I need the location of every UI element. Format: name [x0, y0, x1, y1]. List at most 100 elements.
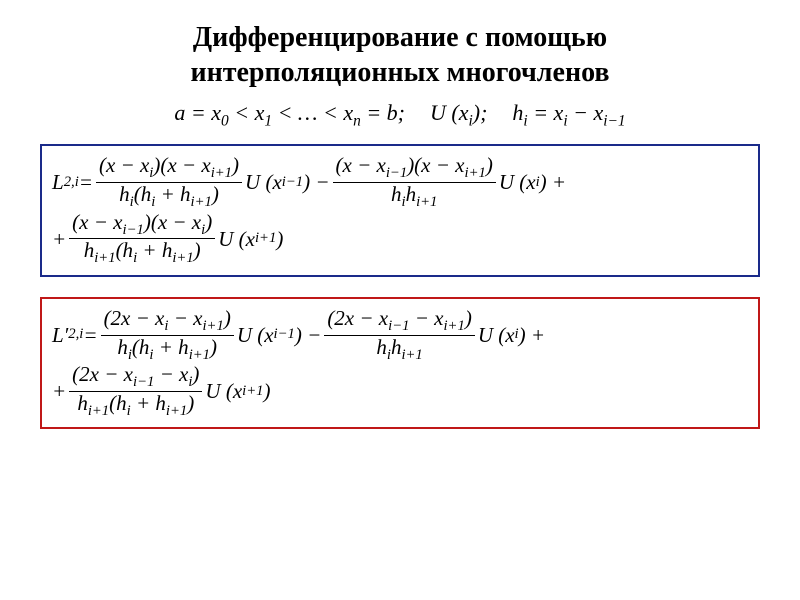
b2t2-nm: − x [409, 306, 443, 330]
b1t3-afterr: ) [276, 228, 283, 250]
b1t1-dps: i+1 [191, 194, 212, 210]
box2-lhs-sub: 2,i [68, 327, 83, 342]
b1t3-nm: )(x − x [144, 210, 201, 234]
b1-lead: + [52, 228, 66, 250]
box2-term3-frac: (2x − xi−1 − xi) hi+1(hi + hi+1) [69, 363, 202, 419]
box2-term1-frac: (2x − xi − xi+1) hi(hi + hi+1) [101, 307, 234, 363]
box1-lhs-sub: 2,i [64, 175, 79, 190]
b1t1-after: U (x [245, 171, 282, 193]
header-eq2: = x [533, 100, 563, 126]
b2t1-nr: ) [224, 306, 231, 330]
b1t1-afters: i−1 [282, 175, 303, 190]
b2t2-nms: i+1 [443, 318, 464, 334]
b1t3-dps: i+1 [172, 250, 193, 266]
title-line2: интерполяционных многочленов [190, 57, 609, 88]
box2-lhs: L′ [52, 324, 68, 346]
b1t3-nr: ) [205, 210, 212, 234]
header-sub1: 1 [264, 112, 272, 129]
page-title: Дифференцирование с помощью интерполяцио… [30, 20, 770, 90]
box2-line2: + (2x − xi−1 − xi) hi+1(hi + hi+1) U (xi… [52, 363, 748, 419]
b1t3-after: U (x [218, 228, 255, 250]
b2t2-afterr: ) + [519, 324, 545, 346]
b2t3-dp: + h [131, 391, 166, 415]
formula-box-L2: L2,i = (x − xi)(x − xi+1) hi(hi + hi+1) … [40, 144, 760, 277]
header-equation: a = x0 < x1 < … < xn = b; U (xi); hi = x… [30, 100, 770, 130]
b1t3-afters: i+1 [255, 231, 276, 246]
b1t1-afterr: ) − [303, 171, 329, 193]
b2t3-dr: ) [187, 391, 194, 415]
header-close: ); [473, 100, 488, 126]
b1t3-nl: (x − x [72, 210, 122, 234]
b1t1-nr: ) [232, 153, 239, 177]
header-xisub: i [563, 112, 567, 129]
b1t3-nls: i−1 [122, 222, 143, 238]
box2-line1: L′2,i = (2x − xi − xi+1) hi(hi + hi+1) U… [52, 307, 748, 363]
b2t3-afterr: ) [264, 380, 271, 402]
b2t3-nls: i−1 [133, 374, 154, 390]
b1t1-nm: )(x − x [153, 153, 210, 177]
b2t1-dr: ) [210, 335, 217, 359]
b2t1-nl: (2x − x [104, 306, 165, 330]
b2t3-dls: i+1 [88, 403, 109, 419]
box1-line2: + (x − xi−1)(x − xi) hi+1(hi + hi+1) U (… [52, 211, 748, 267]
b1t1-dp: + h [155, 182, 190, 206]
b2t3-dl: h [77, 391, 88, 415]
b2t1-after: U (x [237, 324, 274, 346]
b2t1-dl: h [117, 335, 128, 359]
b1t2-nl: (x − x [336, 153, 386, 177]
b2t3-afters: i+1 [242, 384, 263, 399]
b1t3-dp: + h [137, 238, 172, 262]
title-line1: Дифференцирование с помощью [193, 22, 607, 53]
b2t2-after: U (x [478, 324, 515, 346]
box1-line1: L2,i = (x − xi)(x − xi+1) hi(hi + hi+1) … [52, 154, 748, 210]
b1t1-nl: (x − x [99, 153, 149, 177]
b1t2-dl: h [391, 182, 402, 206]
header-minus: − x [573, 100, 603, 126]
b2t3-dps: i+1 [166, 403, 187, 419]
header-xim1: i−1 [603, 112, 625, 129]
header-a: a = x [174, 100, 221, 126]
b2t1-dps: i+1 [189, 347, 210, 363]
b2t1-nm: − x [168, 306, 202, 330]
box1-term2-frac: (x − xi−1)(x − xi+1) hihi+1 [333, 154, 496, 210]
b1t3-dls: i+1 [94, 250, 115, 266]
box2-eq: = [83, 324, 97, 346]
b1t1-dr: ) [212, 182, 219, 206]
header-subn: n [353, 112, 361, 129]
header-hsub: i [523, 112, 527, 129]
header-U: U (x [430, 100, 468, 126]
b2t1-dm: (h [132, 335, 150, 359]
b2t1-dp: + h [154, 335, 189, 359]
formula-box-L2prime: L′2,i = (2x − xi − xi+1) hi(hi + hi+1) U… [40, 297, 760, 430]
b1t1-dl: h [119, 182, 130, 206]
b1t2-dms: i+1 [416, 194, 437, 210]
b2t2-dm: h [391, 335, 402, 359]
header-dots: < … < x [278, 100, 354, 126]
b2t3-dm: (h [109, 391, 127, 415]
b2t1-nms: i+1 [202, 318, 223, 334]
b1t2-nr: ) [486, 153, 493, 177]
header-sub0: 0 [221, 112, 229, 129]
b2t2-dms: i+1 [401, 347, 422, 363]
box1-term1-frac: (x − xi)(x − xi+1) hi(hi + hi+1) [96, 154, 242, 210]
box1-term3-frac: (x − xi−1)(x − xi) hi+1(hi + hi+1) [69, 211, 215, 267]
b2t3-after: U (x [205, 380, 242, 402]
header-lt1: < x [234, 100, 264, 126]
b1t2-nm: )(x − x [407, 153, 464, 177]
b1t2-nls: i−1 [386, 166, 407, 182]
b1t3-dl: h [84, 238, 95, 262]
b2t2-nls: i−1 [388, 318, 409, 334]
b2t2-dl: h [376, 335, 387, 359]
b2t3-nr: ) [192, 362, 199, 386]
b2-lead: + [52, 380, 66, 402]
box2-term2-frac: (2x − xi−1 − xi+1) hihi+1 [324, 307, 475, 363]
b1t2-dm: h [406, 182, 417, 206]
b2t3-nl: (2x − x [72, 362, 133, 386]
b1t3-dm: (h [116, 238, 134, 262]
box1-lhs: L [52, 171, 64, 193]
b1t2-nms: i+1 [465, 166, 486, 182]
header-h: h [512, 100, 523, 126]
b1t1-nms: i+1 [211, 166, 232, 182]
b1t2-afterr: ) + [540, 171, 566, 193]
b1t1-dm: (h [134, 182, 152, 206]
